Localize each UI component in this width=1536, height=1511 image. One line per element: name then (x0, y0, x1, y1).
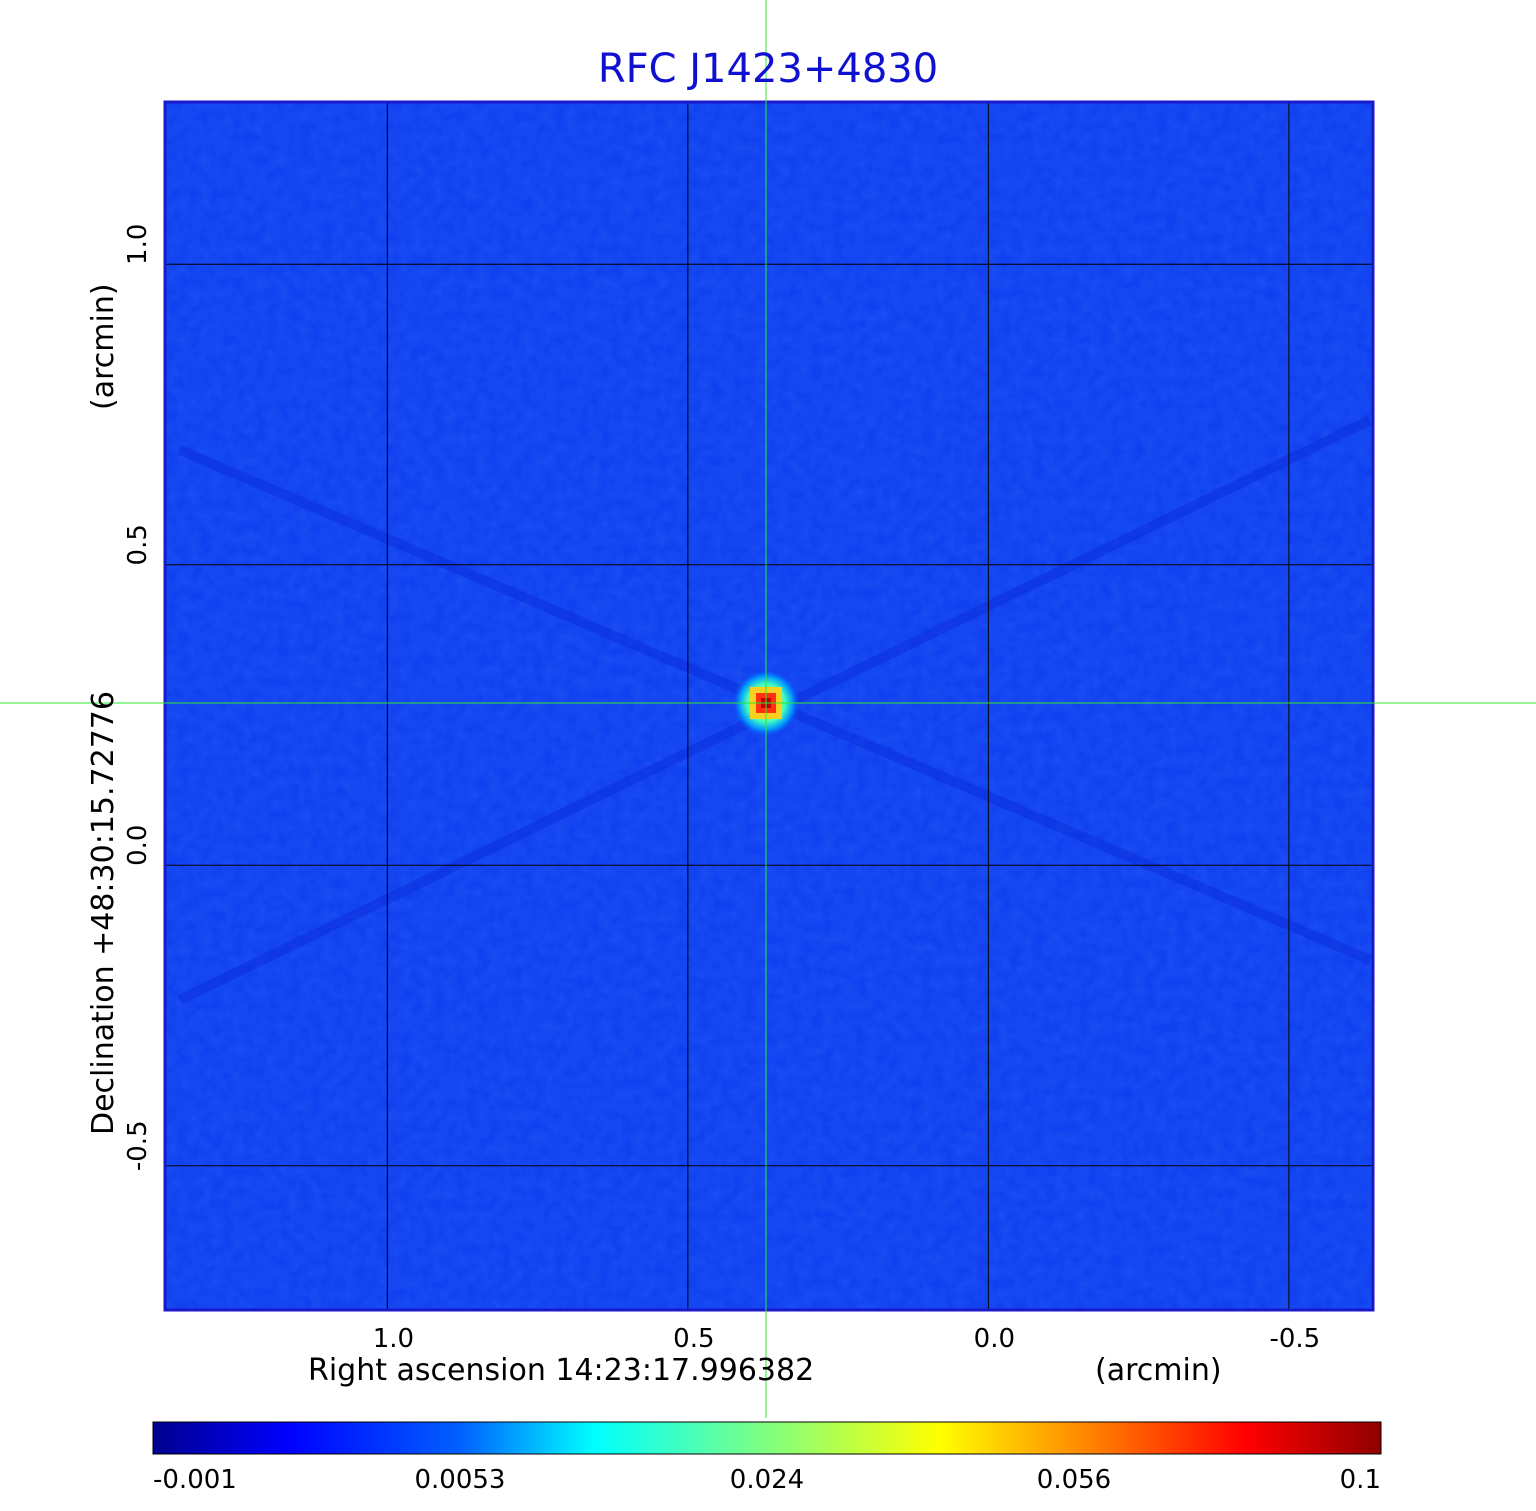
coordinate-grid (165, 102, 1373, 1310)
y-tick-label: 0.5 (123, 524, 153, 565)
crosshair (0, 0, 1536, 1418)
x-tick-labels: 1.0 0.5 0.0 -0.5 (373, 1324, 1321, 1354)
colorbar: -0.001 0.0053 0.024 0.056 0.1 (152, 1421, 1382, 1495)
map-image (165, 102, 1373, 1310)
y-tick-labels: 1.0 0.5 0.0 -0.5 (123, 224, 153, 1172)
chart-title: RFC J1423+4830 (598, 46, 938, 92)
y-tick-label: 0.0 (123, 825, 153, 866)
map-frame (163, 100, 1375, 1312)
colorbar-tick-label: 0.0053 (415, 1465, 506, 1495)
colorbar-tick-label: 0.024 (730, 1465, 804, 1495)
x-axis-unit: (arcmin) (1095, 1353, 1222, 1388)
colorbar-tick-labels: -0.001 0.0053 0.024 0.056 0.1 (153, 1465, 1381, 1495)
x-tick-label: 1.0 (373, 1324, 414, 1354)
x-tick-label: 0.5 (673, 1324, 714, 1354)
y-axis-label: Declination +48:30:15.72776 (86, 691, 121, 1135)
y-tick-label: -0.5 (123, 1120, 153, 1171)
y-axis-unit: (arcmin) (86, 283, 121, 410)
x-tick-label: -0.5 (1269, 1324, 1320, 1354)
colorbar-tick-label: 0.1 (1340, 1465, 1381, 1495)
x-tick-label: 0.0 (974, 1324, 1015, 1354)
colorbar-tick-label: 0.056 (1037, 1465, 1111, 1495)
colorbar-gradient (152, 1421, 1382, 1455)
y-tick-label: 1.0 (123, 224, 153, 265)
x-axis-label: Right ascension 14:23:17.996382 (308, 1353, 814, 1388)
colorbar-tick-label: -0.001 (153, 1465, 237, 1495)
